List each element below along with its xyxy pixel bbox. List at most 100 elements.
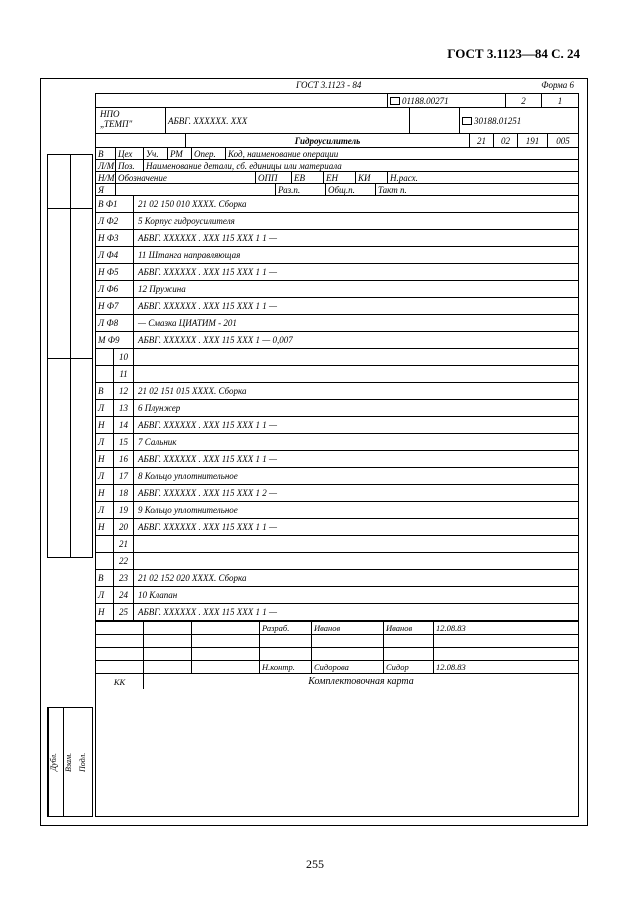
footer-row-2 — [96, 635, 578, 648]
row-num: 21 — [114, 536, 134, 552]
table-row: 22 — [96, 553, 578, 570]
n4: 005 — [548, 134, 578, 147]
row-num: 25 — [114, 604, 134, 620]
row-code: Н — [96, 451, 114, 467]
row-text: 7 Сальник — [134, 434, 578, 450]
row-code: Н Ф5 — [96, 264, 134, 280]
row-text: АБВГ. XXXXXX . XXX 115 XXX 1 1 — — [134, 230, 578, 246]
gost-label: ГОСТ 3.1123 - 84 — [96, 80, 498, 94]
row-num: 17 — [114, 468, 134, 484]
row-text: АБВГ. XXXXXX . XXX 115 XXX 1 1 — — [134, 264, 578, 280]
row-code: Л — [96, 400, 114, 416]
row-num: 10 — [114, 349, 134, 365]
row-text: 10 Клапан — [134, 587, 578, 603]
row-text: 8 Кольцо уплотнительное — [134, 468, 578, 484]
col-header-lm: Л/М Поз. Наименование детали, сб. единиц… — [96, 160, 578, 172]
hdr1-c3: 1 — [542, 94, 578, 107]
row-num: 13 — [114, 400, 134, 416]
col-header-r: Я Раз.п. Общ.п. Такт п. — [96, 184, 578, 196]
row-code: Н — [96, 417, 114, 433]
row-num: 14 — [114, 417, 134, 433]
row-text — [134, 536, 578, 552]
row-code: Н — [96, 604, 114, 620]
checkbox-icon — [390, 97, 400, 105]
hdr1-c2: 2 — [506, 94, 542, 107]
top-labels: ГОСТ 3.1123 - 84 Форма 6 — [96, 80, 578, 94]
side-tab-dubl: Дубл. — [48, 708, 63, 816]
row-text: 21 02 150 010 XXXX. Сборка — [134, 196, 578, 212]
table-row: Н Ф7АБВГ. XXXXXX . XXX 115 XXX 1 1 — — [96, 298, 578, 315]
row-num: 20 — [114, 519, 134, 535]
n3: 191 — [518, 134, 548, 147]
row-code: Л Ф4 — [96, 247, 134, 263]
header-row-1: 01188.00271 2 1 — [96, 94, 578, 108]
org1: НПО — [100, 109, 120, 119]
table-row: Н25АБВГ. XXXXXX . XXX 115 XXX 1 1 — — [96, 604, 578, 621]
row-code: Н Ф7 — [96, 298, 134, 314]
table-row: Н16АБВГ. XXXXXX . XXX 115 XXX 1 1 — — [96, 451, 578, 468]
row-code: Н — [96, 485, 114, 501]
table-row: М Ф9АБВГ. XXXXXX . XXX 115 XXX 1 — 0,007 — [96, 332, 578, 349]
row-text: АБВГ. XXXXXX . XXX 115 XXX 1 1 — — [134, 417, 578, 433]
row-code — [96, 536, 114, 552]
row-text: АБВГ. XXXXXX . XXX 115 XXX 1 2 — — [134, 485, 578, 501]
table-row: Л178 Кольцо уплотнительное — [96, 468, 578, 485]
row-code — [96, 553, 114, 569]
data-rows: В Ф121 02 150 010 XXXX. СборкаЛ Ф25 Корп… — [96, 196, 578, 621]
row-num: 24 — [114, 587, 134, 603]
header-row-3: Гидроусилитель 21 02 191 005 — [96, 134, 578, 148]
table-row: В1221 02 151 015 XXXX. Сборка — [96, 383, 578, 400]
col-header-nm: Н/М Обозначение ОПП ЕВ ЕН КИ Н.расх. — [96, 172, 578, 184]
row-num: 22 — [114, 553, 134, 569]
row-num: 18 — [114, 485, 134, 501]
row-num: 12 — [114, 383, 134, 399]
row-text: 21 02 152 020 XXXX. Сборка — [134, 570, 578, 586]
table-row: Н18АБВГ. XXXXXX . XXX 115 XXX 1 2 — — [96, 485, 578, 502]
row-num: 15 — [114, 434, 134, 450]
row-code: Н — [96, 519, 114, 535]
table-row: Л Ф8— Смазка ЦИАТИМ - 201 — [96, 315, 578, 332]
n2: 02 — [494, 134, 518, 147]
row-code: Л — [96, 434, 114, 450]
row-text: АБВГ. XXXXXX . XXX 115 XXX 1 1 — — [134, 298, 578, 314]
page-number: 255 — [306, 857, 324, 872]
side-tab-vzam: Взам. — [63, 708, 78, 816]
row-code: В Ф1 — [96, 196, 134, 212]
table-row: Л136 Плунжер — [96, 400, 578, 417]
row-num: 16 — [114, 451, 134, 467]
row-text: 6 Плунжер — [134, 400, 578, 416]
row-text: АБВГ. XXXXXX . XXX 115 XXX 1 1 — — [134, 519, 578, 535]
row-code — [96, 349, 114, 365]
row-text: 5 Корпус гидроусилителя — [134, 213, 578, 229]
row-text: 12 Пружина — [134, 281, 578, 297]
row-text: 21 02 151 015 XXXX. Сборка — [134, 383, 578, 399]
page-header: ГОСТ 3.1123—84 С. 24 — [447, 46, 580, 62]
side-tabs: Дубл. Взам. Подл. — [47, 707, 93, 817]
table-row: Л Ф612 Пружина — [96, 281, 578, 298]
table-row: Н Ф3АБВГ. XXXXXX . XXX 115 XXX 1 1 — — [96, 230, 578, 247]
left-margin-stubs — [47, 154, 93, 558]
outer-frame: Дубл. Взам. Подл. ГОСТ 3.1123 - 84 Форма… — [40, 78, 588, 826]
table-row: Л Ф25 Корпус гидроусилителя — [96, 213, 578, 230]
row-text: АБВГ. XXXXXX . XXX 115 XXX 1 1 — — [134, 451, 578, 467]
row-text: 11 Штанга направляющая — [134, 247, 578, 263]
part-number: АБВГ. XXXXXX. XXX — [166, 108, 410, 133]
table-row: В Ф121 02 150 010 XXXX. Сборка — [96, 196, 578, 213]
code1: 01188.00271 — [402, 96, 449, 106]
row-code — [96, 366, 114, 382]
table-row: В2321 02 152 020 XXXX. Сборка — [96, 570, 578, 587]
row-code: М Ф9 — [96, 332, 134, 348]
n1: 21 — [470, 134, 494, 147]
row-text: 9 Кольцо уплотнительное — [134, 502, 578, 518]
table-row: Л199 Кольцо уплотнительное — [96, 502, 578, 519]
row-text — [134, 366, 578, 382]
footer-block: Разраб. Иванов Иванов 12.08.83 Н.контр. … — [96, 621, 578, 689]
footer-row-1: Разраб. Иванов Иванов 12.08.83 — [96, 622, 578, 635]
table-row: Н20АБВГ. XXXXXX . XXX 115 XXX 1 1 — — [96, 519, 578, 536]
table-row: Н14АБВГ. XXXXXX . XXX 115 XXX 1 1 — — [96, 417, 578, 434]
row-num: 23 — [114, 570, 134, 586]
footer-row-3 — [96, 648, 578, 661]
row-code: Л — [96, 468, 114, 484]
row-num: 11 — [114, 366, 134, 382]
title: Гидроусилитель — [186, 134, 470, 147]
